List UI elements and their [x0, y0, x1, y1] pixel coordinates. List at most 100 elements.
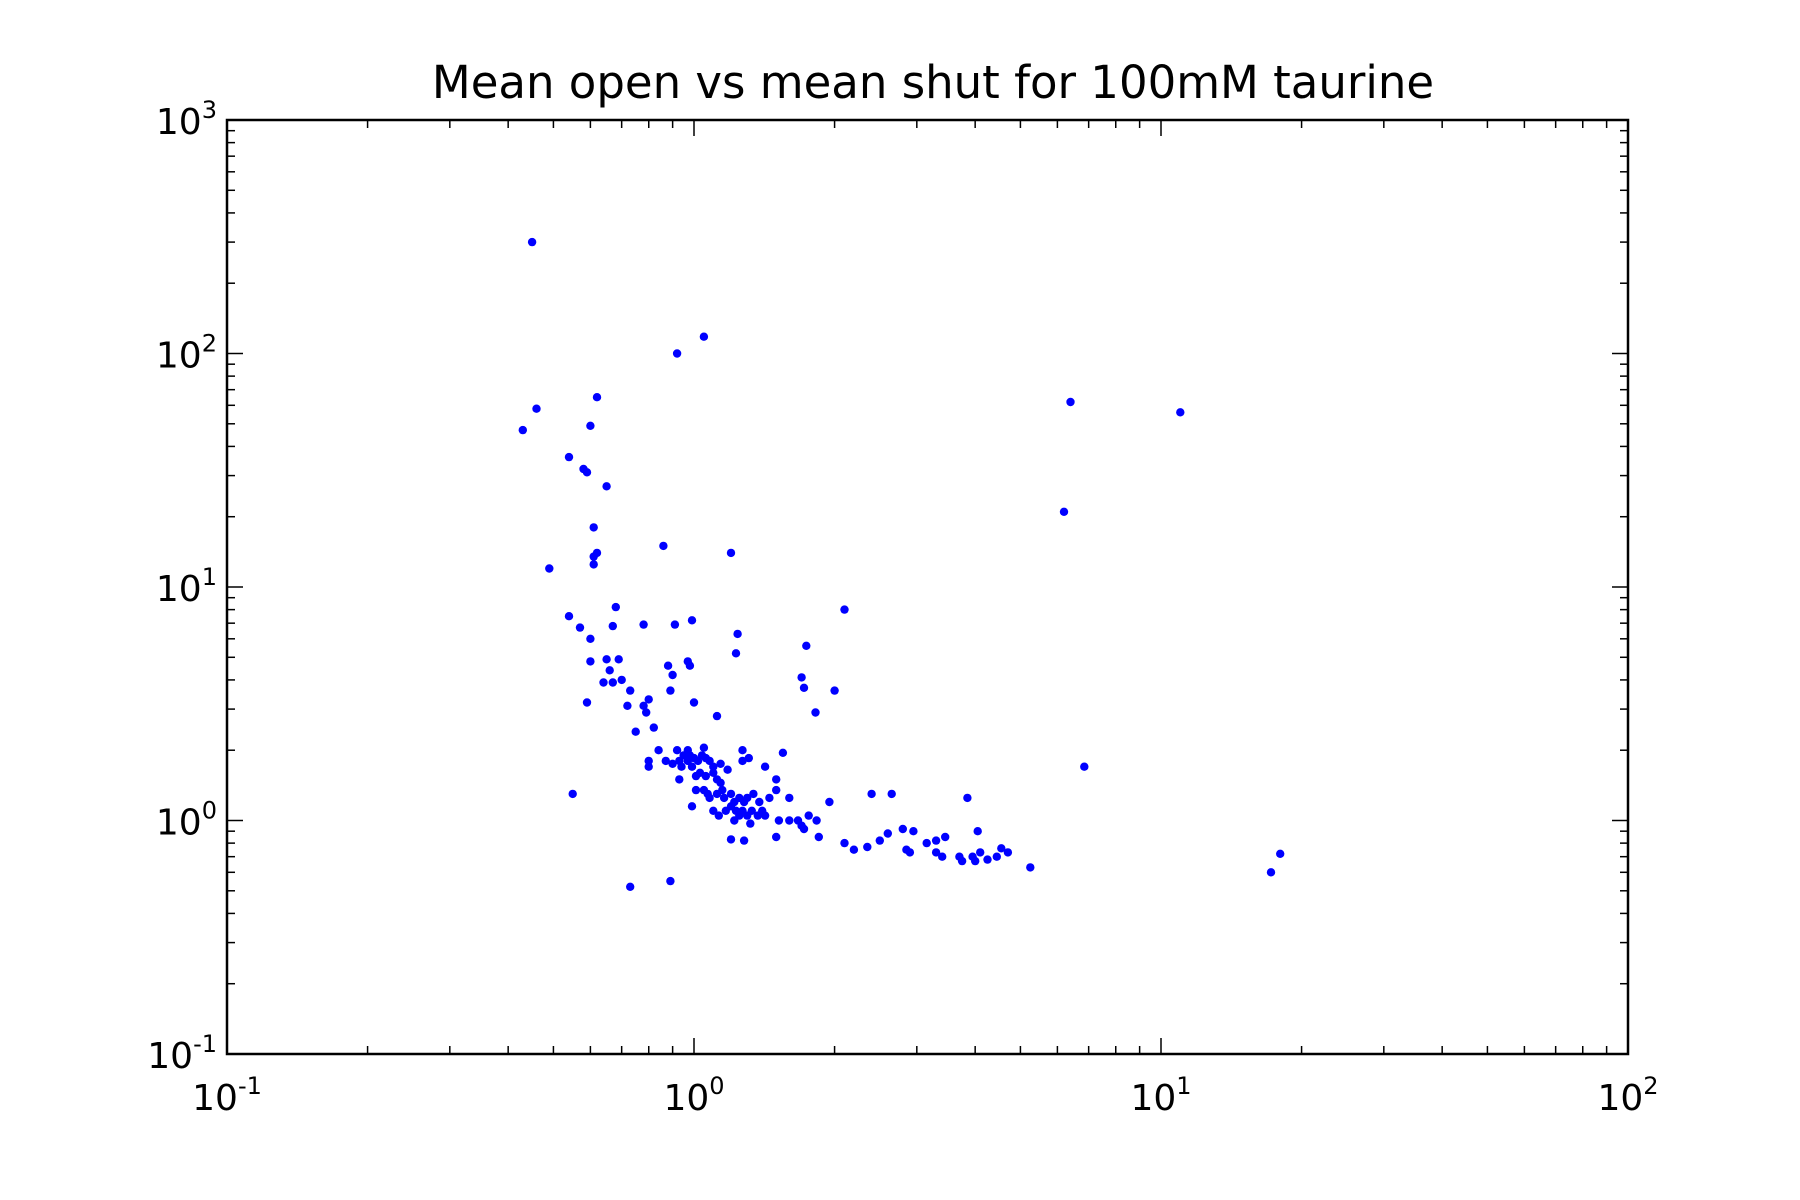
data-point	[668, 670, 677, 680]
data-point	[760, 811, 770, 820]
data-point	[564, 452, 574, 462]
y-tick-label: 103	[156, 96, 217, 143]
data-point	[672, 746, 682, 755]
data-point	[654, 746, 663, 755]
data-point	[749, 789, 758, 799]
data-point	[1026, 863, 1035, 872]
data-point	[887, 789, 896, 799]
data-point	[1266, 868, 1276, 877]
data-point	[605, 666, 614, 675]
data-point	[1276, 849, 1285, 858]
data-point	[719, 793, 729, 803]
data-point	[733, 629, 742, 639]
data-point	[931, 848, 941, 857]
data-point	[586, 634, 595, 643]
data-point	[687, 802, 697, 811]
data-point	[849, 845, 859, 854]
data-point	[739, 836, 749, 845]
data-point	[689, 698, 699, 707]
data-point	[602, 482, 611, 491]
data-point	[730, 816, 739, 825]
data-point	[602, 655, 611, 664]
data-point	[683, 756, 692, 766]
data-point	[663, 661, 673, 670]
data-point	[1003, 848, 1013, 857]
data-point	[639, 701, 648, 710]
data-point	[840, 838, 849, 848]
data-point	[931, 836, 941, 845]
data-point	[532, 404, 541, 413]
data-point	[743, 793, 752, 803]
data-point	[755, 797, 764, 807]
data-point	[723, 765, 732, 774]
data-point	[971, 856, 980, 866]
data-point	[564, 612, 574, 621]
data-point	[738, 756, 747, 766]
data-point	[772, 832, 781, 842]
data-point	[649, 723, 658, 732]
data-point	[592, 393, 602, 402]
data-point	[922, 838, 931, 848]
data-point	[592, 548, 602, 558]
data-point	[709, 768, 718, 777]
data-point	[772, 785, 781, 795]
x-tick-label: 10-1	[192, 1072, 262, 1119]
data-point	[639, 620, 648, 629]
plot-frame	[225, 118, 1630, 1056]
tick-labels: 10-1 100 101 102 10-1 100 101 102 103	[147, 96, 1658, 1119]
data-point	[746, 819, 755, 828]
data-point	[738, 746, 747, 755]
data-point	[614, 655, 623, 664]
x-tick-label: 102	[1597, 1072, 1658, 1119]
data-point	[668, 759, 677, 768]
data-point	[709, 806, 718, 815]
data-point	[772, 775, 781, 784]
data-point	[675, 775, 684, 784]
data-point	[582, 468, 592, 477]
data-point	[765, 793, 774, 803]
data-point	[666, 876, 675, 886]
data-point	[687, 762, 697, 771]
y-tick-label: 101	[156, 563, 217, 610]
minor-ticks	[227, 120, 1628, 1054]
data-point	[685, 661, 695, 670]
data-point	[589, 560, 598, 569]
data-point	[804, 811, 813, 820]
data-point	[875, 836, 884, 845]
data-point	[778, 748, 788, 757]
data-point	[716, 778, 725, 787]
data-point	[709, 762, 718, 771]
data-point	[670, 620, 680, 629]
data-point	[963, 793, 972, 803]
data-point	[582, 698, 592, 707]
data-point	[644, 762, 653, 771]
data-point	[672, 349, 682, 358]
data-point	[586, 421, 595, 430]
data-point	[898, 824, 907, 834]
data-point	[1176, 408, 1185, 417]
data-point	[760, 762, 770, 771]
chart-title: Mean open vs mean shut for 100mM taurine	[432, 56, 1434, 109]
data-point	[1059, 507, 1069, 516]
data-point	[797, 673, 806, 682]
data-point	[687, 616, 697, 625]
data-point	[812, 816, 821, 825]
data-point	[716, 759, 725, 768]
data-point	[731, 649, 741, 658]
data-point	[608, 678, 617, 687]
data-point	[699, 332, 709, 341]
data-point	[883, 829, 892, 838]
data-point	[586, 657, 595, 666]
data-point	[642, 708, 651, 717]
data-point	[699, 743, 709, 752]
data-point	[626, 686, 635, 695]
data-point	[957, 856, 967, 866]
data-point	[863, 842, 872, 852]
data-point	[825, 797, 834, 807]
data-point	[785, 816, 794, 825]
data-point	[644, 756, 653, 766]
data-point	[666, 686, 675, 695]
data-point	[997, 844, 1006, 853]
